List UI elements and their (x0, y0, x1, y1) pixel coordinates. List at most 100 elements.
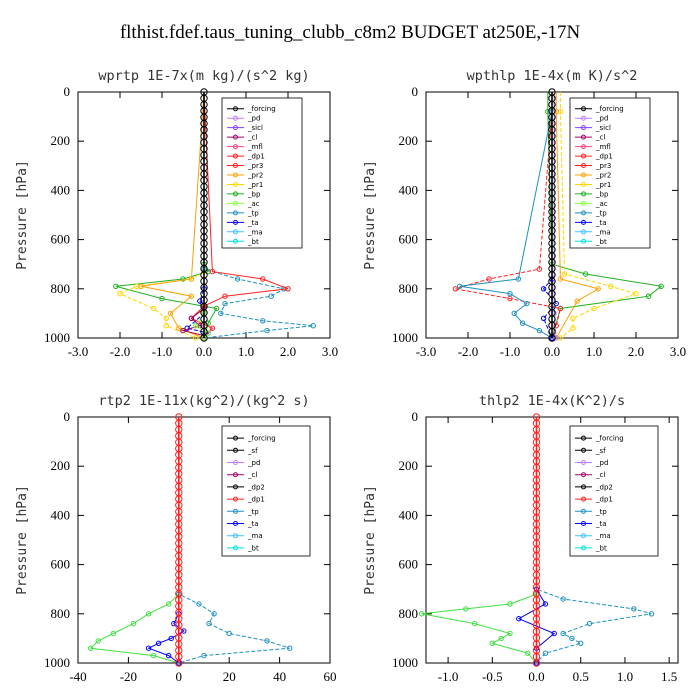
series-point-ac (192, 323, 199, 329)
series-point-ta (197, 298, 203, 304)
legend-label: _bt (595, 238, 607, 246)
x-tick-label: 2.0 (280, 344, 296, 359)
series-point-pr2 (188, 276, 195, 282)
series-point-dp1 (145, 611, 152, 617)
series-point-tp (222, 300, 228, 307)
series-point-pr1 (163, 315, 169, 321)
series-point-pr2 (176, 325, 182, 331)
series-point-dp1 (130, 620, 137, 627)
legend-label: _sf (595, 447, 606, 455)
legend-label: _cl (595, 471, 605, 479)
series-point-pr2 (557, 276, 564, 282)
series-point-pr1 (192, 335, 199, 341)
y-tick-label: 400 (51, 182, 71, 197)
series-line-dp1 (190, 91, 289, 339)
series-point-tp (519, 320, 526, 326)
series-point-pr1 (570, 325, 576, 331)
legend-label: _bt (247, 238, 259, 246)
x-tick-label: 0 (176, 669, 183, 684)
series-point-dp1 (260, 276, 266, 282)
legend-label: _tp (247, 508, 259, 516)
x-tick-label: 0.0 (196, 344, 212, 359)
x-tick-label: -1.0 (152, 344, 173, 359)
legend-label: _ta (247, 219, 259, 227)
series-point-bp (113, 283, 119, 289)
series-line-dp1 (421, 417, 537, 664)
legend-marker (233, 144, 238, 150)
y-tick-label: 200 (399, 133, 419, 148)
legend-label: _sicl (595, 124, 611, 132)
series-point-pr1 (150, 305, 157, 312)
y-tick-label: 600 (399, 557, 419, 572)
legend-marker (581, 106, 586, 112)
series-point-tp (218, 310, 224, 317)
legend-label: _forcing (247, 435, 276, 443)
series-point-tp (536, 327, 543, 334)
y-tick-label: 1000 (392, 655, 418, 670)
legend-marker (581, 496, 586, 502)
x-tick-label: -3.0 (68, 344, 89, 359)
x-tick-label: 60 (324, 669, 337, 684)
legend-marker (233, 134, 238, 140)
series-point-dp1 (463, 606, 469, 612)
y-axis-label: Pressure [hPa] (363, 485, 378, 595)
series-point-tp (226, 630, 232, 637)
legend-marker (233, 533, 238, 539)
series-line-ta (542, 92, 557, 339)
legend-marker (581, 472, 586, 478)
series-line-ta (147, 417, 185, 664)
series-point-ta (184, 325, 190, 331)
series-point-ta (540, 315, 547, 321)
series-point-tp (578, 640, 584, 646)
series-point-dp1 (536, 266, 543, 272)
legend-marker (233, 472, 238, 478)
series-point-pr1 (608, 283, 614, 289)
legend-label: _dp1 (595, 496, 613, 504)
series-point-pr1 (117, 291, 123, 297)
legend-marker (233, 125, 238, 131)
legend-marker (233, 210, 238, 216)
series-point-tp (310, 323, 316, 329)
x-tick-label: 3.0 (670, 344, 686, 359)
series-point-ta (155, 640, 162, 646)
series-point-tp (560, 630, 566, 637)
x-tick-label: -1.0 (500, 344, 521, 359)
legend-box (221, 425, 311, 557)
x-tick-label: -40 (69, 669, 86, 684)
plot-frame (425, 416, 679, 664)
series-point-tp (264, 638, 270, 644)
figure-title: flthist.fdef.taus_tuning_clubb_c8m2 BUDG… (120, 22, 581, 43)
series-point-ta (145, 645, 152, 651)
x-tick-label: -3.0 (416, 344, 437, 359)
series-point-ac (205, 330, 211, 336)
series-point-forcing (200, 334, 208, 342)
series-point-tp (456, 283, 463, 289)
series-point-pr1 (561, 271, 568, 277)
legend-label: _ma (595, 228, 611, 236)
series-point-cl (180, 327, 186, 334)
legend-marker (233, 238, 238, 244)
y-axis-label: Pressure [hPa] (363, 160, 378, 270)
series-point-dp1 (498, 635, 504, 642)
series-point-dp1 (166, 601, 172, 607)
y-tick-label: 600 (51, 232, 71, 247)
series-point-dp1 (222, 293, 228, 299)
legend-label: _pd (247, 459, 260, 467)
series-point-tp (515, 276, 522, 282)
x-tick-label: 3.0 (322, 344, 338, 359)
legend-marker (233, 153, 238, 159)
legend-label: _ta (595, 520, 607, 528)
series-point-dp1 (209, 268, 216, 275)
legend-marker (233, 545, 238, 551)
legend-label: _ma (247, 228, 263, 236)
series-point-tp (648, 611, 655, 617)
x-tick-label: 0.0 (544, 344, 560, 359)
series-point-pr2 (574, 298, 580, 304)
series-point-ta (542, 601, 549, 607)
legend-box (569, 425, 659, 557)
y-tick-label: 0 (64, 84, 71, 99)
series-line-pr2 (555, 92, 600, 339)
legend-label: _pr1 (247, 181, 263, 189)
panel-3: rtp2 1E-11x(kg^2)/(kg^2 s) Pressure [hPa]… (15, 393, 337, 684)
series-point-dp1 (418, 611, 425, 617)
